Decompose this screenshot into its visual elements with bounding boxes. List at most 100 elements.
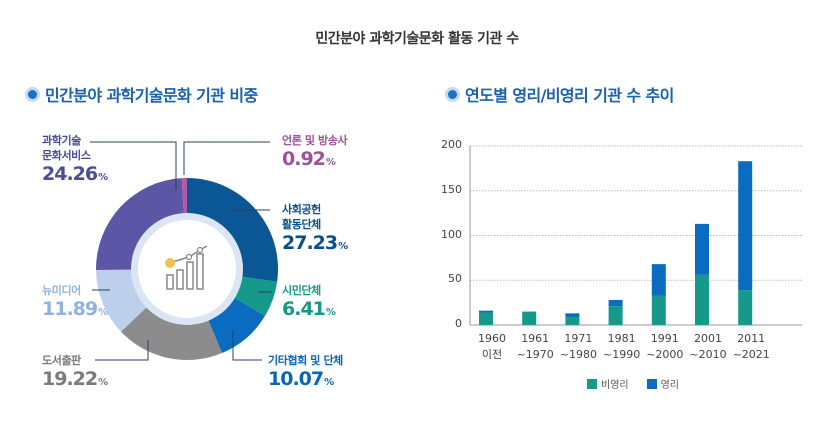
legend-item: 영리: [646, 376, 680, 391]
x-tick-label: 1960 이전: [466, 331, 518, 363]
x-tick-line: ~2000: [646, 348, 684, 361]
x-tick-line: ~1990: [602, 348, 641, 361]
bar-비영리-0: [479, 312, 493, 325]
donut-label-4: 뉴미디어 11.89%: [42, 283, 108, 320]
slice-percent: 10.07%: [268, 368, 343, 390]
x-tick-label: 1971 ~1980: [552, 331, 604, 363]
slice-percent: 0.92%: [282, 148, 347, 170]
legend-label: 영리: [660, 380, 680, 391]
x-tick-line: 1961: [521, 332, 550, 345]
x-tick-label: 2011 ~2021: [725, 331, 777, 363]
bar-비영리-5: [695, 274, 709, 325]
slice-percent: 11.89%: [42, 298, 108, 320]
bar-비영리-4: [651, 295, 666, 325]
x-tick-line: 1971: [564, 332, 593, 345]
left-section-title-text: 민간분야 과학기술문화 기관 비중: [45, 86, 258, 105]
percent-unit: %: [98, 172, 108, 183]
slice-name: 과학기술: [42, 134, 81, 147]
x-tick-line: ~2021: [732, 348, 770, 361]
bar-영리-2: [565, 313, 580, 317]
slice-percent: 27.23%: [282, 232, 348, 254]
leader-line-6: [183, 141, 270, 175]
x-tick-line: 이전: [481, 348, 503, 361]
percent-unit: %: [98, 307, 108, 318]
percent-unit: %: [338, 241, 348, 252]
legend: 비영리 영리: [587, 376, 679, 391]
percent-unit: %: [325, 307, 336, 318]
percent-unit: %: [325, 157, 336, 168]
percent-unit: %: [324, 377, 334, 388]
donut-label-3: 도서출판 19.22%: [42, 353, 108, 390]
donut-label-2: 기타협회 및 단체 10.07%: [268, 353, 343, 390]
y-tick-label: 200: [441, 138, 462, 151]
slice-percent: 19.22%: [42, 368, 108, 390]
main-title: 민간분야 과학기술문화 활동 기관 수: [315, 31, 519, 47]
donut-slice-5: [95, 178, 185, 271]
leader-line-3: [95, 340, 149, 361]
right-section-title-text: 연도별 영리/비영리 기관 수 추이: [465, 86, 674, 105]
legend-swatch: [646, 378, 657, 389]
slice-value: 27.23: [282, 232, 338, 254]
slice-name: 활동단체: [282, 218, 321, 231]
y-tick-label: 0: [455, 317, 462, 330]
donut-label-1: 시민단체 6.41%: [282, 283, 336, 320]
slice-name: 뉴미디어: [42, 284, 81, 297]
y-tick-label: 100: [441, 227, 462, 241]
slice-value: 10.07: [268, 368, 324, 390]
legend-item: 비영리: [587, 376, 629, 391]
slice-name: 문화서비스: [42, 149, 91, 162]
donut-slice-3: [120, 303, 223, 360]
legend-label: 비영리: [601, 380, 629, 391]
x-tick-label: 1991 ~2000: [639, 331, 691, 363]
slice-name: 사회공헌: [282, 203, 321, 216]
bar-영리-0: [479, 310, 493, 313]
slice-value: 11.89: [42, 298, 98, 320]
x-tick-line: ~1970: [516, 348, 554, 361]
bar-비영리-3: [608, 306, 623, 325]
donut-slice-0: [187, 178, 278, 282]
x-tick-line: 1991: [650, 332, 679, 345]
donut-label-6: 언론 및 방송사 0.92%: [282, 133, 348, 170]
donut-slice-6: [181, 178, 187, 220]
slice-value: 0.92: [282, 148, 326, 170]
bullet-icon: [448, 89, 457, 99]
slice-name: 도서출판: [42, 354, 81, 367]
slice-name: 시민단체: [282, 284, 321, 297]
bar-비영리-1: [522, 311, 537, 325]
x-tick-line: ~2010: [689, 348, 727, 361]
bar-비영리-2: [565, 316, 580, 325]
x-tick-label: 1961 ~1970: [509, 331, 561, 363]
x-tick-line: 1981: [607, 332, 636, 345]
percent-unit: %: [98, 377, 108, 388]
x-tick-label: 2001 ~2010: [682, 331, 734, 363]
slice-value: 24.26: [42, 163, 98, 185]
slice-name: 언론 및 방송사: [282, 134, 348, 147]
bar-영리-5: [695, 223, 709, 275]
left-section-title: 민간분야 과학기술문화 기관 비중: [28, 82, 258, 106]
x-tick-line: 1960: [478, 332, 506, 345]
bullet-icon: [28, 89, 37, 99]
x-tick-label: 1981 ~1990: [596, 331, 648, 363]
slice-percent: 24.26%: [42, 163, 108, 185]
slice-percent: 6.41%: [282, 298, 336, 320]
leader-line-2: [232, 330, 262, 361]
slice-value: 6.41: [282, 298, 326, 320]
slice-value: 19.22: [42, 368, 98, 390]
x-tick-line: ~1980: [559, 348, 597, 361]
bar-영리-6: [738, 161, 753, 291]
slice-name: 기타협회 및 단체: [268, 354, 343, 367]
growth-chart-icon: [165, 245, 208, 290]
bar-비영리-6: [738, 290, 753, 325]
x-tick-line: 2001: [694, 332, 722, 345]
legend-swatch: [587, 378, 597, 389]
x-tick-line: 2011: [737, 332, 766, 345]
y-tick-label: 150: [441, 182, 462, 196]
leader-line-5: [90, 141, 177, 190]
bar-영리-4: [651, 264, 666, 296]
y-tick-label: 50: [448, 272, 462, 286]
